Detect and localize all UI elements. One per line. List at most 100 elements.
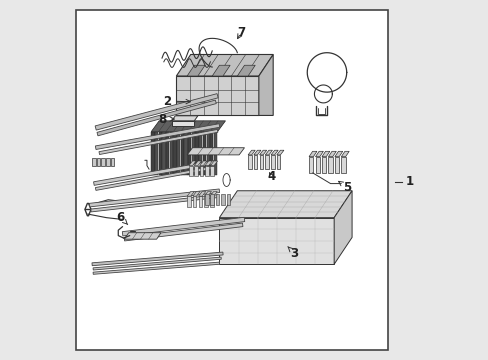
Polygon shape (276, 155, 280, 169)
Polygon shape (173, 132, 176, 175)
Polygon shape (188, 132, 191, 175)
Polygon shape (328, 151, 336, 157)
Polygon shape (187, 65, 204, 76)
Polygon shape (203, 132, 205, 175)
Polygon shape (181, 132, 183, 175)
Text: 2: 2 (163, 95, 190, 108)
Polygon shape (176, 54, 273, 76)
Polygon shape (188, 166, 192, 176)
Polygon shape (259, 155, 263, 169)
Text: 5: 5 (338, 181, 350, 194)
Text: 8: 8 (158, 113, 174, 126)
Text: 1: 1 (405, 175, 413, 188)
Polygon shape (92, 158, 96, 166)
Polygon shape (210, 166, 214, 176)
Polygon shape (258, 54, 273, 116)
Polygon shape (122, 217, 244, 236)
Polygon shape (341, 157, 345, 173)
Polygon shape (184, 132, 187, 175)
Polygon shape (237, 65, 255, 76)
Text: 7: 7 (236, 27, 244, 40)
Text: 3: 3 (287, 247, 298, 260)
Polygon shape (276, 150, 284, 155)
Polygon shape (253, 150, 261, 155)
Polygon shape (270, 155, 274, 169)
Polygon shape (253, 155, 257, 169)
Polygon shape (210, 192, 217, 196)
Polygon shape (155, 132, 158, 175)
Polygon shape (187, 196, 190, 207)
Polygon shape (99, 130, 218, 154)
Polygon shape (265, 155, 268, 169)
Polygon shape (171, 116, 198, 121)
Polygon shape (210, 132, 213, 175)
Polygon shape (219, 218, 333, 264)
Polygon shape (191, 132, 195, 175)
Polygon shape (206, 132, 209, 175)
Polygon shape (259, 150, 266, 155)
Polygon shape (334, 151, 342, 157)
Polygon shape (151, 132, 154, 175)
Polygon shape (169, 132, 173, 175)
Polygon shape (210, 196, 213, 207)
Polygon shape (89, 189, 219, 207)
Polygon shape (341, 151, 348, 157)
Polygon shape (176, 76, 258, 116)
Polygon shape (321, 151, 329, 157)
Polygon shape (165, 132, 169, 175)
Polygon shape (95, 94, 218, 130)
Polygon shape (187, 192, 194, 196)
Polygon shape (110, 158, 114, 166)
Polygon shape (199, 166, 203, 176)
Polygon shape (321, 157, 325, 173)
Text: 6: 6 (117, 211, 127, 225)
Polygon shape (158, 132, 162, 175)
Polygon shape (204, 161, 212, 166)
Polygon shape (194, 161, 201, 166)
Text: 4: 4 (267, 170, 275, 183)
Polygon shape (93, 160, 216, 185)
FancyBboxPatch shape (76, 10, 387, 350)
Polygon shape (95, 124, 219, 149)
Polygon shape (177, 132, 180, 175)
Polygon shape (198, 196, 202, 207)
Polygon shape (270, 150, 278, 155)
Polygon shape (226, 194, 230, 205)
Polygon shape (124, 233, 161, 239)
Polygon shape (106, 158, 109, 166)
Polygon shape (91, 195, 217, 212)
Polygon shape (97, 100, 216, 136)
Polygon shape (101, 158, 105, 166)
Polygon shape (221, 194, 224, 205)
Polygon shape (192, 192, 200, 196)
Polygon shape (194, 166, 198, 176)
Polygon shape (187, 148, 244, 155)
Polygon shape (204, 192, 211, 196)
Polygon shape (195, 132, 198, 175)
Polygon shape (247, 150, 255, 155)
Polygon shape (188, 161, 196, 166)
Polygon shape (93, 262, 219, 274)
Polygon shape (92, 252, 223, 266)
Polygon shape (308, 157, 313, 173)
Polygon shape (204, 166, 208, 176)
Polygon shape (213, 132, 217, 175)
Polygon shape (328, 157, 332, 173)
Polygon shape (199, 132, 202, 175)
Polygon shape (204, 196, 207, 207)
Polygon shape (204, 194, 208, 205)
Polygon shape (198, 192, 205, 196)
Polygon shape (93, 257, 221, 270)
Polygon shape (151, 121, 225, 132)
Polygon shape (315, 157, 319, 173)
Polygon shape (334, 157, 339, 173)
Polygon shape (308, 151, 316, 157)
Polygon shape (210, 161, 217, 166)
Polygon shape (199, 161, 206, 166)
Polygon shape (265, 150, 272, 155)
Polygon shape (219, 191, 351, 218)
Polygon shape (333, 191, 351, 264)
Polygon shape (97, 158, 100, 166)
Polygon shape (315, 151, 323, 157)
Polygon shape (215, 194, 219, 205)
